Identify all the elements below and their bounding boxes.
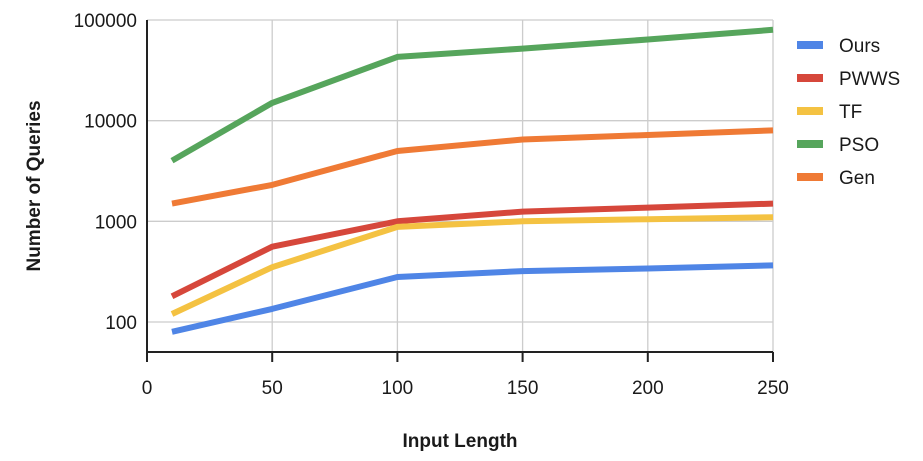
legend-swatch-gen (797, 173, 823, 181)
legend-swatch-tf (797, 107, 823, 115)
series-line-gen (171, 127, 774, 207)
legend-swatch-pwws (797, 74, 823, 82)
axes: 100 1000 10000 100000 0 50 100 150 200 250 (74, 11, 789, 399)
y-axis-title: Number of Queries (24, 100, 45, 271)
series-line-pwws (170, 200, 774, 299)
legend-swatch-pso (797, 140, 823, 148)
legend-label-pwws: PWWS (839, 69, 900, 90)
x-tick-label: 150 (507, 378, 539, 399)
legend-label-ours: Ours (839, 36, 880, 57)
series-line-ours (171, 262, 774, 335)
y-tick-label: 10000 (84, 112, 137, 133)
series-lines (170, 26, 774, 335)
series-line-tf (170, 214, 774, 317)
legend-label-pso: PSO (839, 135, 879, 156)
y-tick-label: 100 (105, 313, 137, 334)
legend-label-gen: Gen (839, 168, 875, 189)
y-tick-label: 100000 (74, 11, 137, 32)
legend: Ours PWWS TF PSO Gen (797, 36, 900, 189)
x-axis-title: Input Length (402, 431, 517, 452)
y-tick-label: 1000 (95, 212, 137, 233)
x-tick-label: 200 (632, 378, 664, 399)
x-tick-label: 50 (262, 378, 283, 399)
legend-label-tf: TF (839, 102, 862, 123)
x-tick-label: 250 (757, 378, 789, 399)
x-tick-label: 100 (382, 378, 414, 399)
series-line-pso (170, 26, 774, 164)
legend-swatch-ours (797, 41, 823, 49)
x-tick-label: 0 (142, 378, 153, 399)
grid (147, 19, 774, 352)
